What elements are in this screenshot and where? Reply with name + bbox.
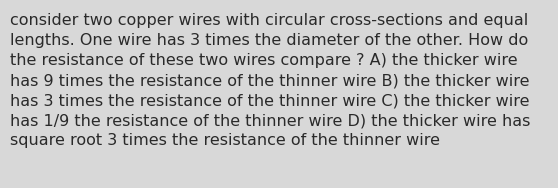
Text: consider two copper wires with circular cross-sections and equal
lengths. One wi: consider two copper wires with circular … xyxy=(10,13,531,148)
